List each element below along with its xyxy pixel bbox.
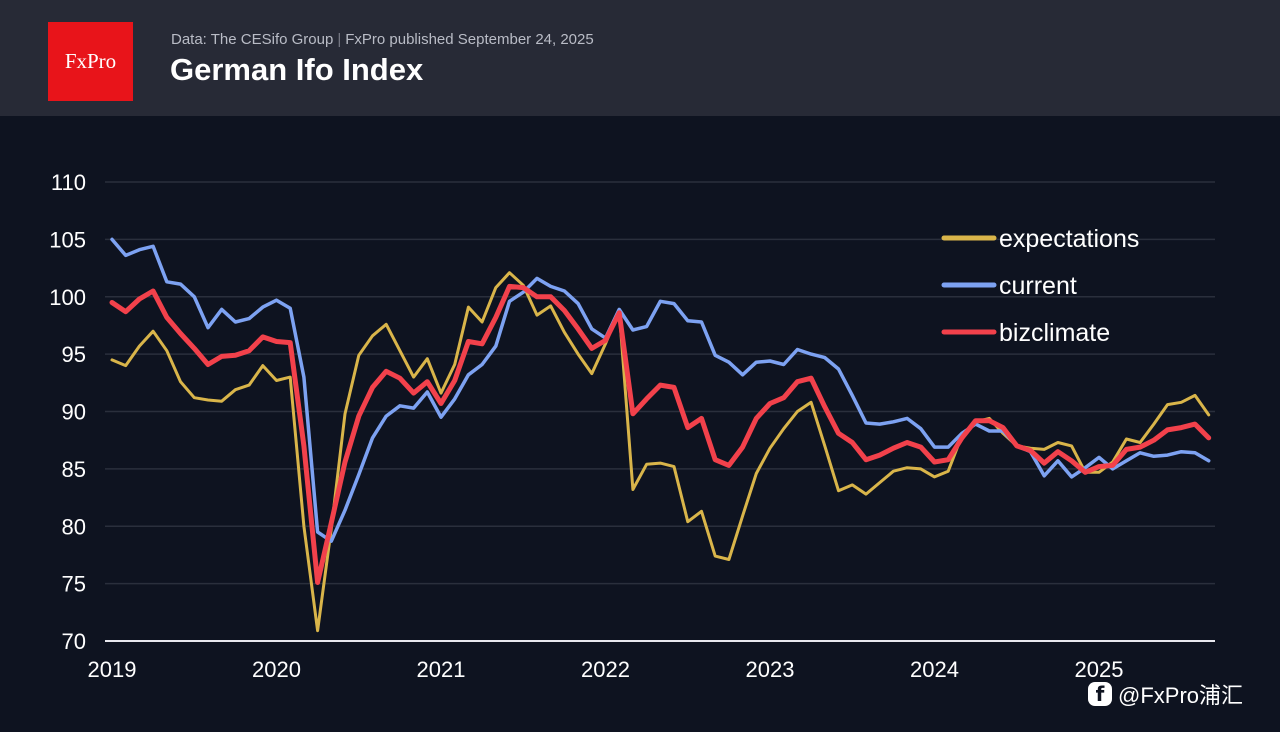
header-bar: FxPro Data: The CESifo Group | FxPro publi… (0, 0, 1280, 116)
y-tick-label: 85 (62, 457, 86, 482)
series-lines (109, 237, 1212, 633)
y-tick-label: 80 (62, 514, 86, 539)
x-tick-label: 2021 (417, 657, 466, 682)
x-tick-label: 2023 (746, 657, 795, 682)
y-tick-label: 100 (49, 285, 86, 310)
y-tick-label: 70 (62, 629, 86, 654)
y-tick-label: 105 (49, 227, 86, 252)
series-line-bizclimate (109, 283, 1212, 585)
watermark: f @FxPro浦汇 (1088, 678, 1243, 710)
x-tick-label: 2019 (88, 657, 137, 682)
fxpro-logo: FxPro (48, 22, 133, 101)
y-tick-label: 90 (62, 400, 86, 425)
y-tick-label: 95 (62, 342, 86, 367)
subtitle: Data: The CESifo Group | FxPro published S… (171, 31, 594, 48)
x-tick-label: 2022 (581, 657, 630, 682)
watermark-text: @FxPro浦汇 (1118, 683, 1244, 708)
x-tick-label: 2020 (252, 657, 301, 682)
logo-text: FxPro (64, 49, 117, 73)
x-tick-label: 2025 (1075, 657, 1124, 682)
legend-label-expectations: expectations (999, 225, 1139, 253)
y-tick-label: 75 (62, 572, 86, 597)
published-date: FxPro published September 24, 2025 (345, 31, 594, 48)
facebook-icon: f (1088, 682, 1112, 706)
x-axis-ticks: 2019 2020 2021 2022 2023 2024 2025 (88, 657, 1124, 682)
x-tick-label: 2024 (910, 657, 959, 682)
y-axis-ticks: 70 75 80 85 90 95 100 105 110 (49, 170, 86, 654)
legend-label-current: current (999, 272, 1077, 300)
separator: | (337, 31, 342, 48)
chart-title: German Ifo Index (170, 52, 424, 87)
y-tick-label: 110 (51, 170, 86, 195)
legend: expectations current bizclimate (941, 225, 1139, 347)
legend-label-bizclimate: bizclimate (999, 319, 1110, 347)
data-source: Data: The CESifo Group (171, 31, 334, 48)
